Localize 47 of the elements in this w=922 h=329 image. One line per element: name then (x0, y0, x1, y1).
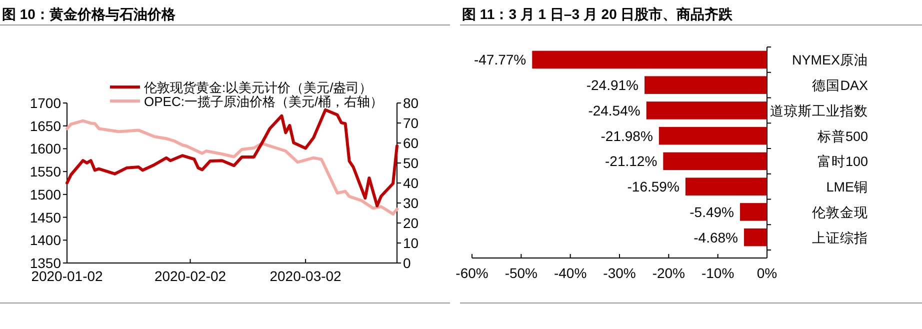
data-label: -24.54% (588, 102, 640, 118)
x-tick-label: -30% (603, 265, 636, 281)
y2-tick-label: 60 (403, 135, 419, 151)
chart-title: 图 11：3 月 1 日–3 月 20 日股市、商品齐跌 (462, 6, 734, 22)
y-tick-label: 标普500 (816, 128, 868, 144)
y2-tick-label: 0 (403, 255, 411, 271)
data-label: -21.98% (600, 128, 653, 144)
y-tick-label: 德国DAX (812, 78, 868, 94)
y-tick-label: 1650 (30, 118, 62, 134)
x-tick-label: 0% (756, 265, 778, 281)
y2-tick-label: 30 (403, 195, 419, 211)
x-tick-label: 2020-03-02 (270, 268, 342, 284)
y2-tick-label: 20 (403, 215, 419, 231)
data-label: -47.77% (474, 52, 526, 68)
y2-tick-label: 40 (403, 175, 419, 191)
y-tick-label: 富时100 (817, 154, 868, 170)
x-tick-label: -20% (652, 265, 686, 281)
y-tick-label: 1550 (30, 164, 62, 180)
y2-tick-label: 50 (403, 155, 419, 171)
x-tick-label: -60% (456, 265, 488, 281)
y-tick-label: 1600 (30, 140, 62, 157)
y-tick-label: 上证综指 (812, 230, 868, 246)
y-tick-label: NYMEX原油 (792, 52, 868, 68)
y-tick-label: 1350 (30, 255, 62, 271)
x-tick-label: -40% (554, 265, 587, 281)
legend-label: OPEC:一揽子原油价格（美元/桶，右轴） (144, 94, 384, 109)
x-tick-label: 2020-02-02 (154, 268, 226, 284)
x-tick-label: -50% (504, 265, 538, 281)
y-tick-label: 伦敦金现 (812, 204, 868, 220)
y-tick-label: LME铜 (826, 180, 868, 195)
data-label: -5.49% (690, 204, 734, 220)
y2-tick-label: 70 (403, 115, 419, 131)
data-label: -24.91% (586, 77, 639, 94)
chart-title: 图 10：黄金价格与石油价格 (2, 6, 176, 22)
y-tick-label: 1500 (30, 186, 62, 202)
y-tick-label: 1450 (30, 209, 62, 226)
data-label: -21.12% (605, 153, 658, 170)
x-tick-label: 2020-01-02 (31, 268, 104, 284)
legend-label: 伦敦现货黄金:以美元计价（美元/盎司） (144, 80, 372, 95)
y-tick-label: 1700 (30, 95, 62, 111)
y-tick-label: 道琼斯工业指数 (770, 103, 868, 118)
y2-tick-label: 10 (403, 235, 419, 251)
data-label: -16.59% (627, 178, 680, 195)
y2-tick-label: 80 (403, 95, 419, 111)
data-label: -4.68% (694, 229, 738, 246)
x-tick-label: -10% (701, 265, 734, 281)
y-tick-label: 1400 (30, 232, 62, 248)
